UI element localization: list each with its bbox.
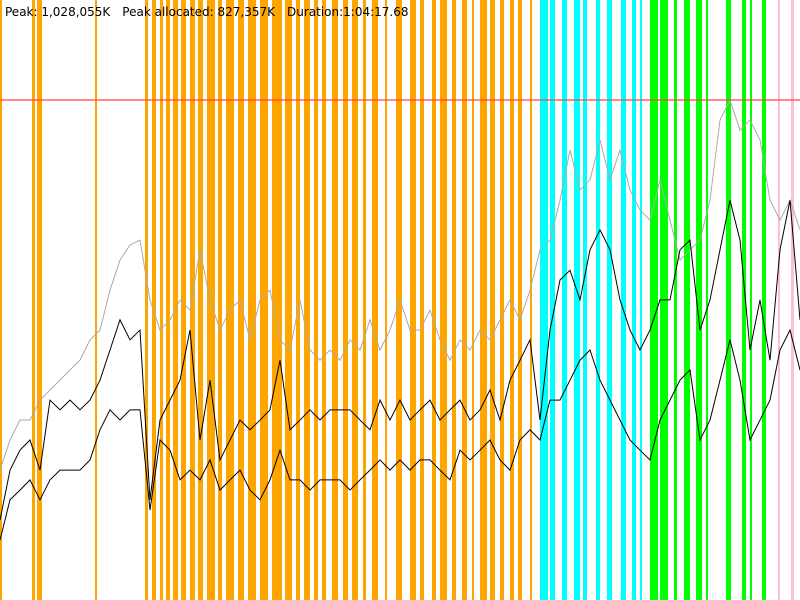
event-band — [198, 0, 203, 600]
event-band — [742, 0, 746, 600]
event-band — [181, 0, 186, 600]
memory-line — [0, 200, 800, 521]
event-band — [32, 0, 35, 600]
event-band — [248, 0, 256, 600]
event-band — [343, 0, 348, 600]
event-band — [314, 0, 318, 600]
event-band — [540, 0, 548, 600]
event-band — [37, 0, 42, 600]
event-band — [462, 0, 467, 600]
event-band — [574, 0, 580, 600]
event-band — [440, 0, 447, 600]
event-band — [272, 0, 282, 600]
event-band — [510, 0, 514, 600]
event-band — [530, 0, 532, 600]
event-band — [190, 0, 195, 600]
event-band — [95, 0, 97, 600]
memory-line — [0, 98, 800, 471]
lines — [0, 98, 800, 541]
event-band — [152, 0, 156, 600]
event-band — [696, 0, 702, 600]
event-band — [607, 0, 612, 600]
event-band — [166, 0, 170, 600]
event-band — [762, 0, 766, 600]
event-band — [500, 0, 504, 600]
duration-label: Duration:1:04:17.68 — [287, 5, 409, 19]
event-band — [304, 0, 310, 600]
event-band — [472, 0, 474, 600]
event-band — [684, 0, 690, 600]
event-band — [218, 0, 222, 600]
event-band — [285, 0, 292, 600]
event-band — [160, 0, 163, 600]
event-band — [621, 0, 626, 600]
peak-allocated-label: Peak allocated: 827,357K — [122, 5, 276, 19]
event-band — [226, 0, 234, 600]
event-band — [583, 0, 587, 600]
event-band — [650, 0, 658, 600]
event-band — [518, 0, 522, 600]
event-band — [480, 0, 487, 600]
event-band — [420, 0, 424, 600]
event-band — [490, 0, 495, 600]
event-band — [706, 0, 708, 600]
event-band — [791, 0, 794, 600]
event-band — [674, 0, 677, 600]
event-band — [238, 0, 244, 600]
event-band — [296, 0, 300, 600]
event-band — [385, 0, 387, 600]
event-band — [550, 0, 555, 600]
event-band — [363, 0, 366, 600]
event-band — [778, 0, 780, 600]
event-band — [396, 0, 402, 600]
memory-line — [0, 328, 800, 541]
event-band — [260, 0, 268, 600]
event-band — [432, 0, 436, 600]
header: Peak: 1,028,055K Peak allocated: 827,357K… — [5, 5, 409, 19]
event-band — [322, 0, 326, 600]
event-band — [632, 0, 636, 600]
event-band — [372, 0, 378, 600]
event-band — [562, 0, 567, 600]
event-band — [207, 0, 215, 600]
event-band — [0, 0, 2, 600]
event-band — [352, 0, 358, 600]
event-band — [640, 0, 642, 600]
event-band — [452, 0, 456, 600]
event-band — [332, 0, 338, 600]
event-band — [173, 0, 178, 600]
event-band — [726, 0, 731, 600]
event-band — [145, 0, 148, 600]
event-band — [750, 0, 752, 600]
peak-label: Peak: 1,028,055K — [5, 5, 111, 19]
event-band — [410, 0, 416, 600]
event-band — [596, 0, 600, 600]
